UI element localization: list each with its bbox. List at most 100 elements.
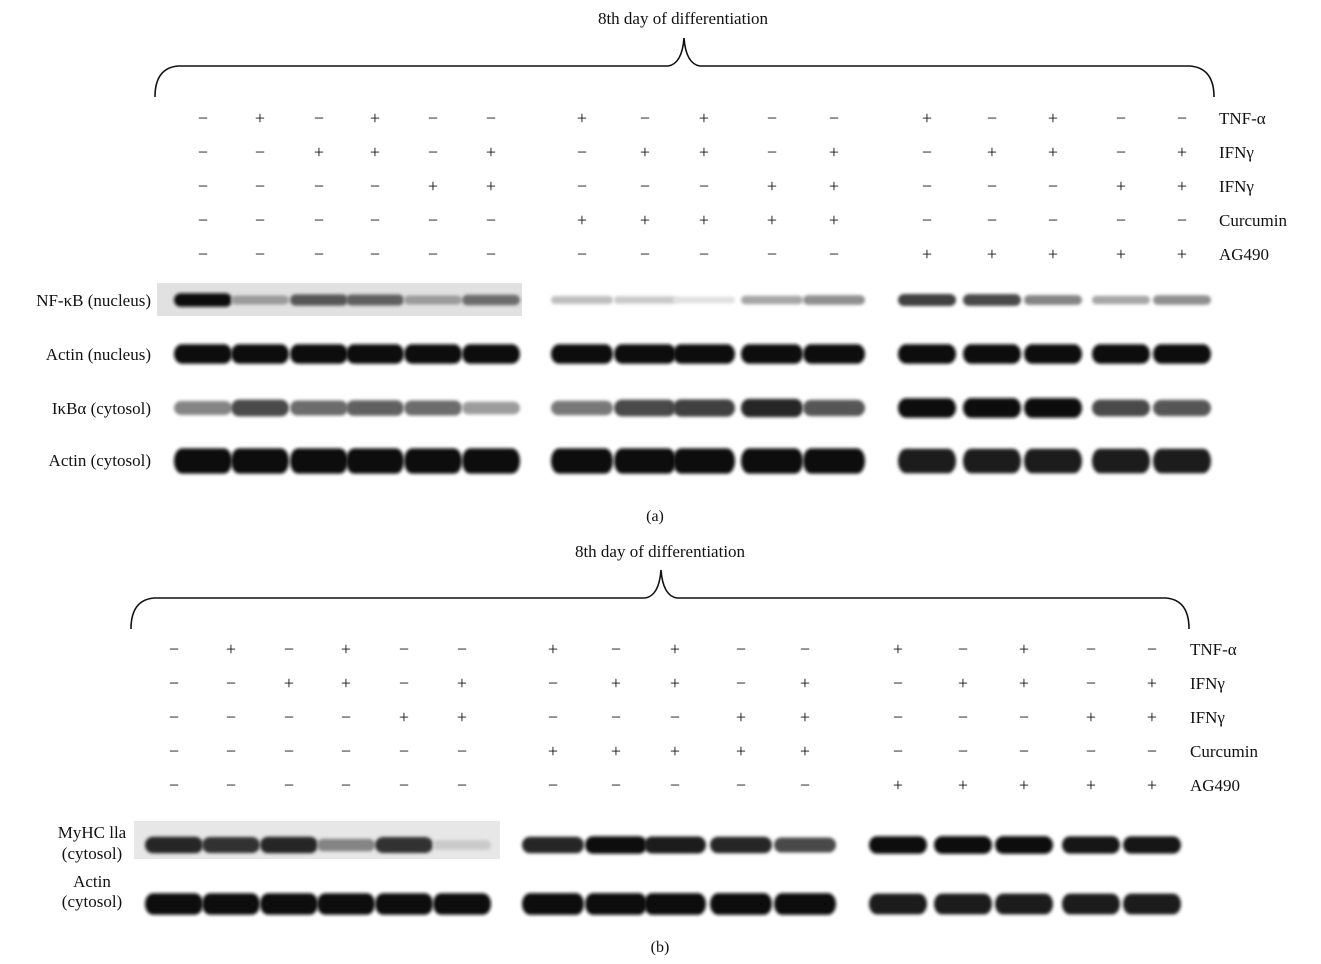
blot-band	[551, 344, 613, 364]
treatment-sign: +	[987, 142, 997, 162]
treatment-sign: −	[399, 741, 409, 761]
treatment-sign: −	[169, 639, 179, 659]
treatment-sign: −	[800, 639, 810, 659]
blot-band	[290, 400, 348, 416]
treatment-sign: −	[800, 775, 810, 795]
blot-band	[174, 401, 232, 415]
treatment-sign: −	[767, 244, 777, 264]
treatment-sign: −	[1086, 673, 1096, 693]
blot-band	[375, 836, 433, 854]
blot-band	[1153, 399, 1211, 417]
panel-b-caption: (b)	[651, 939, 670, 956]
treatment-sign: +	[1177, 142, 1187, 162]
blot-band	[290, 294, 348, 306]
treatment-label-ifn: IFNγ	[1219, 143, 1254, 162]
treatment-sign: +	[548, 639, 558, 659]
blot-band	[898, 398, 956, 418]
treatment-sign: +	[341, 639, 351, 659]
treatment-sign: +	[1048, 108, 1058, 128]
treatment-sign: −	[1147, 639, 1157, 659]
treatment-sign: −	[314, 176, 324, 196]
blot-band	[1024, 398, 1082, 418]
treatment-sign: +	[699, 142, 709, 162]
blot-band	[290, 448, 348, 474]
blot-band	[260, 893, 318, 915]
treatment-sign: +	[1147, 707, 1157, 727]
blot-band	[614, 296, 676, 304]
treatment-sign: −	[198, 210, 208, 230]
treatment-sign: +	[670, 639, 680, 659]
treatment-sign: −	[198, 176, 208, 196]
blot-band	[1092, 399, 1150, 417]
treatment-sign: −	[1147, 741, 1157, 761]
panel-a-blot-labels: NF-κB (nucleus) Actin (nucleus) IκBα (cy…	[36, 291, 151, 470]
blot-label-actin-line-2: (cytosol)	[62, 892, 122, 911]
blot-band	[803, 399, 865, 417]
treatment-sign: −	[1116, 108, 1126, 128]
blot-band	[522, 893, 584, 915]
treatment-sign: −	[226, 707, 236, 727]
panel-b-blots	[134, 821, 1181, 915]
treatment-sign: −	[1086, 639, 1096, 659]
treatment-sign: −	[922, 210, 932, 230]
treatment-sign: −	[198, 244, 208, 264]
blot-band	[346, 294, 404, 306]
treatment-sign: −	[314, 210, 324, 230]
treatment-sign: +	[699, 210, 709, 230]
blot-band	[231, 295, 289, 305]
treatment-sign: +	[486, 176, 496, 196]
blot-band	[145, 836, 203, 854]
treatment-sign: +	[457, 673, 467, 693]
blot-label-nfkb-nucleus: NF-κB (nucleus)	[36, 291, 151, 310]
treatment-sign: +	[800, 741, 810, 761]
treatment-sign: +	[1116, 244, 1126, 264]
treatment-sign: +	[800, 707, 810, 727]
treatment-sign: +	[548, 741, 558, 761]
treatment-sign: −	[428, 244, 438, 264]
treatment-sign: −	[767, 108, 777, 128]
blot-band	[673, 344, 735, 364]
treatment-sign: +	[922, 244, 932, 264]
treatment-sign: −	[699, 176, 709, 196]
treatment-sign: −	[486, 108, 496, 128]
treatment-sign: +	[736, 707, 746, 727]
blot-band	[317, 838, 375, 852]
blot-band	[741, 448, 803, 474]
treatment-sign: −	[314, 244, 324, 264]
treatment-sign: +	[1177, 176, 1187, 196]
blot-band	[1153, 448, 1211, 474]
blot-band	[898, 344, 956, 364]
treatment-sign: +	[829, 142, 839, 162]
blot-band	[462, 401, 520, 415]
treatment-sign: −	[226, 741, 236, 761]
treatment-sign: −	[577, 142, 587, 162]
treatment-sign: +	[736, 741, 746, 761]
blot-band	[644, 836, 706, 854]
treatment-sign: −	[958, 639, 968, 659]
blot-band	[673, 448, 735, 474]
treatment-sign: +	[577, 210, 587, 230]
blot-band	[934, 893, 992, 915]
treatment-sign: −	[893, 707, 903, 727]
treatment-sign: −	[577, 244, 587, 264]
blot-band	[346, 448, 404, 474]
blot-band	[551, 296, 613, 304]
treatment-sign: −	[226, 673, 236, 693]
treatment-sign: +	[611, 673, 621, 693]
treatment-sign: +	[226, 639, 236, 659]
treatment-sign: −	[169, 707, 179, 727]
treatment-sign: −	[548, 673, 558, 693]
treatment-sign: +	[284, 673, 294, 693]
treatment-sign: −	[987, 176, 997, 196]
treatment-sign: −	[255, 176, 265, 196]
blot-band	[260, 836, 318, 854]
blot-band	[375, 893, 433, 915]
treatment-sign: +	[1086, 707, 1096, 727]
blot-band	[741, 344, 803, 364]
treatment-sign: −	[736, 639, 746, 659]
blot-band	[869, 893, 927, 915]
treatment-sign: −	[428, 108, 438, 128]
treatment-sign: +	[314, 142, 324, 162]
treatment-sign: −	[284, 639, 294, 659]
